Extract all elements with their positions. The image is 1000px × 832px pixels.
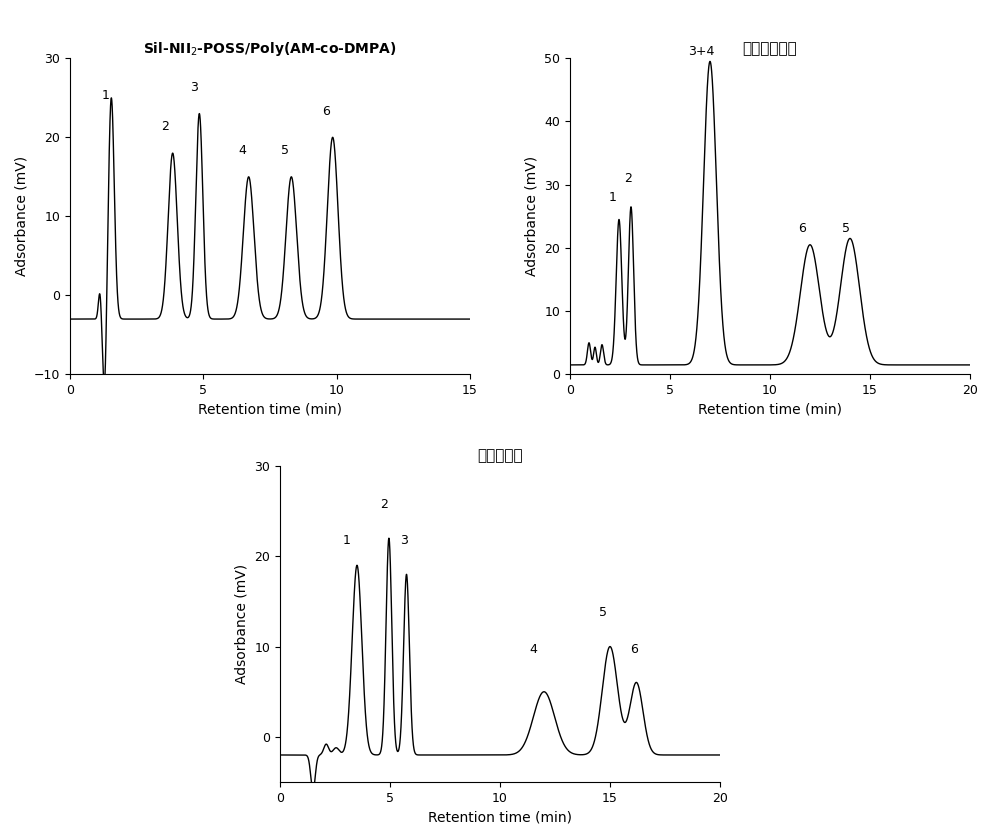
Text: 1: 1 <box>343 534 351 547</box>
Text: 6: 6 <box>630 642 638 656</box>
X-axis label: Retention time (min): Retention time (min) <box>698 403 842 417</box>
Text: 3+4: 3+4 <box>688 45 714 58</box>
Text: 4: 4 <box>238 144 246 157</box>
Text: 5: 5 <box>599 607 607 620</box>
Y-axis label: Adsorbance (mV): Adsorbance (mV) <box>14 156 28 276</box>
Title: Sil-NII$_2$-POSS/Poly(AM-co-DMPA): Sil-NII$_2$-POSS/Poly(AM-co-DMPA) <box>143 40 397 57</box>
X-axis label: Retention time (min): Retention time (min) <box>198 403 342 417</box>
Text: 4: 4 <box>529 642 537 656</box>
Text: 5: 5 <box>842 222 850 235</box>
Text: 6: 6 <box>798 222 806 235</box>
Title: 邻二醇亲水柱: 邻二醇亲水柱 <box>743 41 797 56</box>
X-axis label: Retention time (min): Retention time (min) <box>428 810 572 825</box>
Text: 3: 3 <box>400 534 408 547</box>
Y-axis label: Adsorbance (mV): Adsorbance (mV) <box>525 156 539 276</box>
Text: 6: 6 <box>322 105 330 117</box>
Text: 1: 1 <box>609 191 617 204</box>
Text: 2: 2 <box>624 171 632 185</box>
Title: 氨基亲水柱: 氨基亲水柱 <box>477 448 523 463</box>
Text: 1: 1 <box>102 89 110 102</box>
Text: 2: 2 <box>161 121 169 133</box>
Text: 2: 2 <box>381 498 388 511</box>
Text: 3: 3 <box>190 81 198 94</box>
Y-axis label: Adsorbance (mV): Adsorbance (mV) <box>235 564 249 684</box>
Text: 5: 5 <box>281 144 289 157</box>
